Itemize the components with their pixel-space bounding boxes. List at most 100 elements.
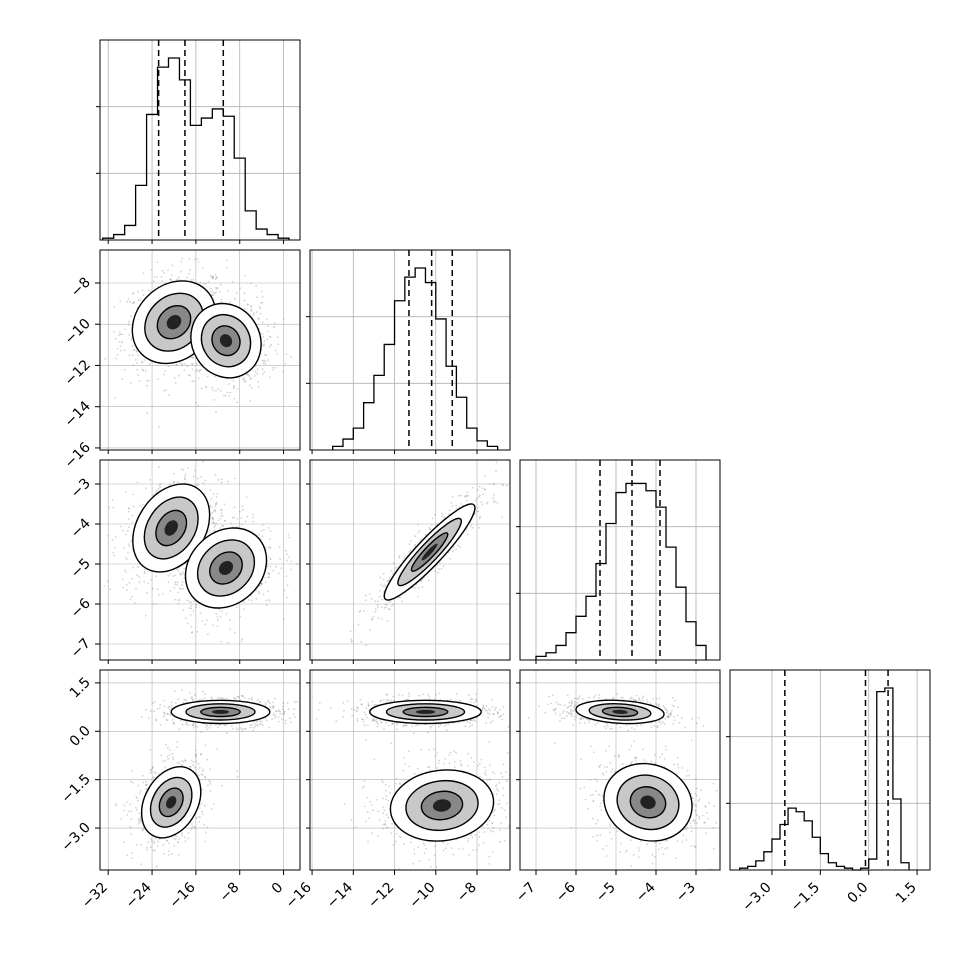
scatter-point (144, 780, 147, 783)
scatter-point (179, 361, 181, 364)
scatter-point (215, 276, 218, 279)
scatter-point (163, 705, 166, 708)
scatter-point (212, 518, 214, 521)
scatter-point (154, 700, 156, 703)
scatter-point (200, 476, 203, 478)
scatter-point (174, 382, 177, 384)
scatter-point (130, 780, 133, 783)
scatter-point (169, 278, 171, 281)
scatter-point (83, 310, 85, 312)
scatter-point (141, 361, 144, 364)
scatter-point (223, 503, 226, 506)
scatter-point (173, 722, 176, 724)
scatter-point (250, 310, 253, 312)
scatter-point (214, 503, 217, 505)
scatter-point (113, 306, 116, 308)
scatter-point (236, 770, 239, 773)
scatter-point (190, 362, 193, 365)
histogram-step (332, 267, 499, 450)
scatter-point (217, 726, 220, 729)
scatter-point (97, 330, 99, 332)
scatter-point (150, 579, 153, 581)
scatter-point (350, 641, 353, 643)
scatter-point (229, 628, 232, 630)
scatter-point (438, 568, 440, 570)
scatter-point (513, 462, 515, 464)
scatter-point (431, 524, 433, 527)
scatter-point (242, 376, 245, 379)
scatter-point (290, 568, 293, 571)
scatter-point (150, 840, 153, 843)
scatter-point (211, 697, 214, 700)
scatter-point (195, 603, 197, 606)
scatter-point (379, 583, 382, 586)
scatter-point (249, 724, 252, 726)
scatter-point (174, 581, 177, 584)
scatter-point (132, 354, 134, 357)
scatter-point (263, 345, 265, 347)
scatter-point (206, 826, 209, 829)
scatter-point (142, 781, 145, 784)
scatter-point (176, 746, 179, 749)
scatter-point (386, 619, 389, 622)
scatter-point (211, 276, 214, 279)
scatter-point (205, 831, 207, 834)
scatter-point (131, 781, 134, 784)
scatter-point (197, 404, 200, 407)
scatter-point (255, 370, 257, 373)
scatter-point (190, 765, 192, 768)
scatter-point (183, 478, 186, 481)
scatter-point (159, 723, 162, 726)
scatter-point (272, 712, 275, 715)
scatter-point (124, 328, 126, 331)
scatter-point (158, 425, 160, 428)
scatter-point (131, 521, 133, 523)
scatter-point (164, 759, 166, 762)
scatter-point (176, 481, 179, 484)
scatter-point (204, 775, 207, 778)
scatter-point (228, 395, 231, 398)
scatter-point (225, 732, 228, 735)
scatter-point (167, 269, 170, 271)
scatter-point (145, 846, 148, 849)
scatter-point (246, 303, 249, 306)
scatter-point (185, 720, 188, 723)
scatter-point (383, 584, 386, 587)
scatter-point (185, 759, 187, 762)
scatter-point (129, 301, 132, 303)
scatter-point (181, 834, 184, 837)
scatter-point (173, 587, 176, 589)
scatter-point (479, 515, 481, 518)
scatter-point (246, 515, 249, 518)
scatter-point (224, 724, 227, 727)
scatter-point (127, 507, 130, 509)
scatter-point (272, 368, 274, 371)
scatter-point (190, 605, 193, 607)
scatter-point (152, 849, 155, 852)
scatter-point (183, 573, 186, 575)
scatter-point (123, 569, 126, 571)
scatter-point (215, 501, 218, 504)
scatter-point (133, 301, 136, 304)
scatter-point (149, 710, 152, 712)
scatter-point (196, 630, 199, 633)
scatter-point (178, 762, 181, 764)
scatter-point (161, 760, 164, 763)
scatter-point (123, 841, 125, 844)
scatter-point (114, 397, 116, 399)
scatter-point (185, 701, 188, 704)
scatter-point (252, 729, 254, 732)
scatter-point (234, 697, 237, 700)
scatter-point (409, 549, 412, 552)
scatter-point (127, 320, 130, 323)
scatter-point (270, 343, 273, 346)
scatter-point (364, 599, 367, 602)
density-peak (166, 315, 182, 330)
scatter-point (138, 581, 141, 584)
scatter-point (159, 483, 162, 485)
scatter-point (211, 516, 214, 519)
scatter-point (290, 356, 292, 358)
scatter-point (153, 710, 156, 712)
scatter-point (241, 378, 244, 381)
scatter-point (220, 481, 223, 484)
